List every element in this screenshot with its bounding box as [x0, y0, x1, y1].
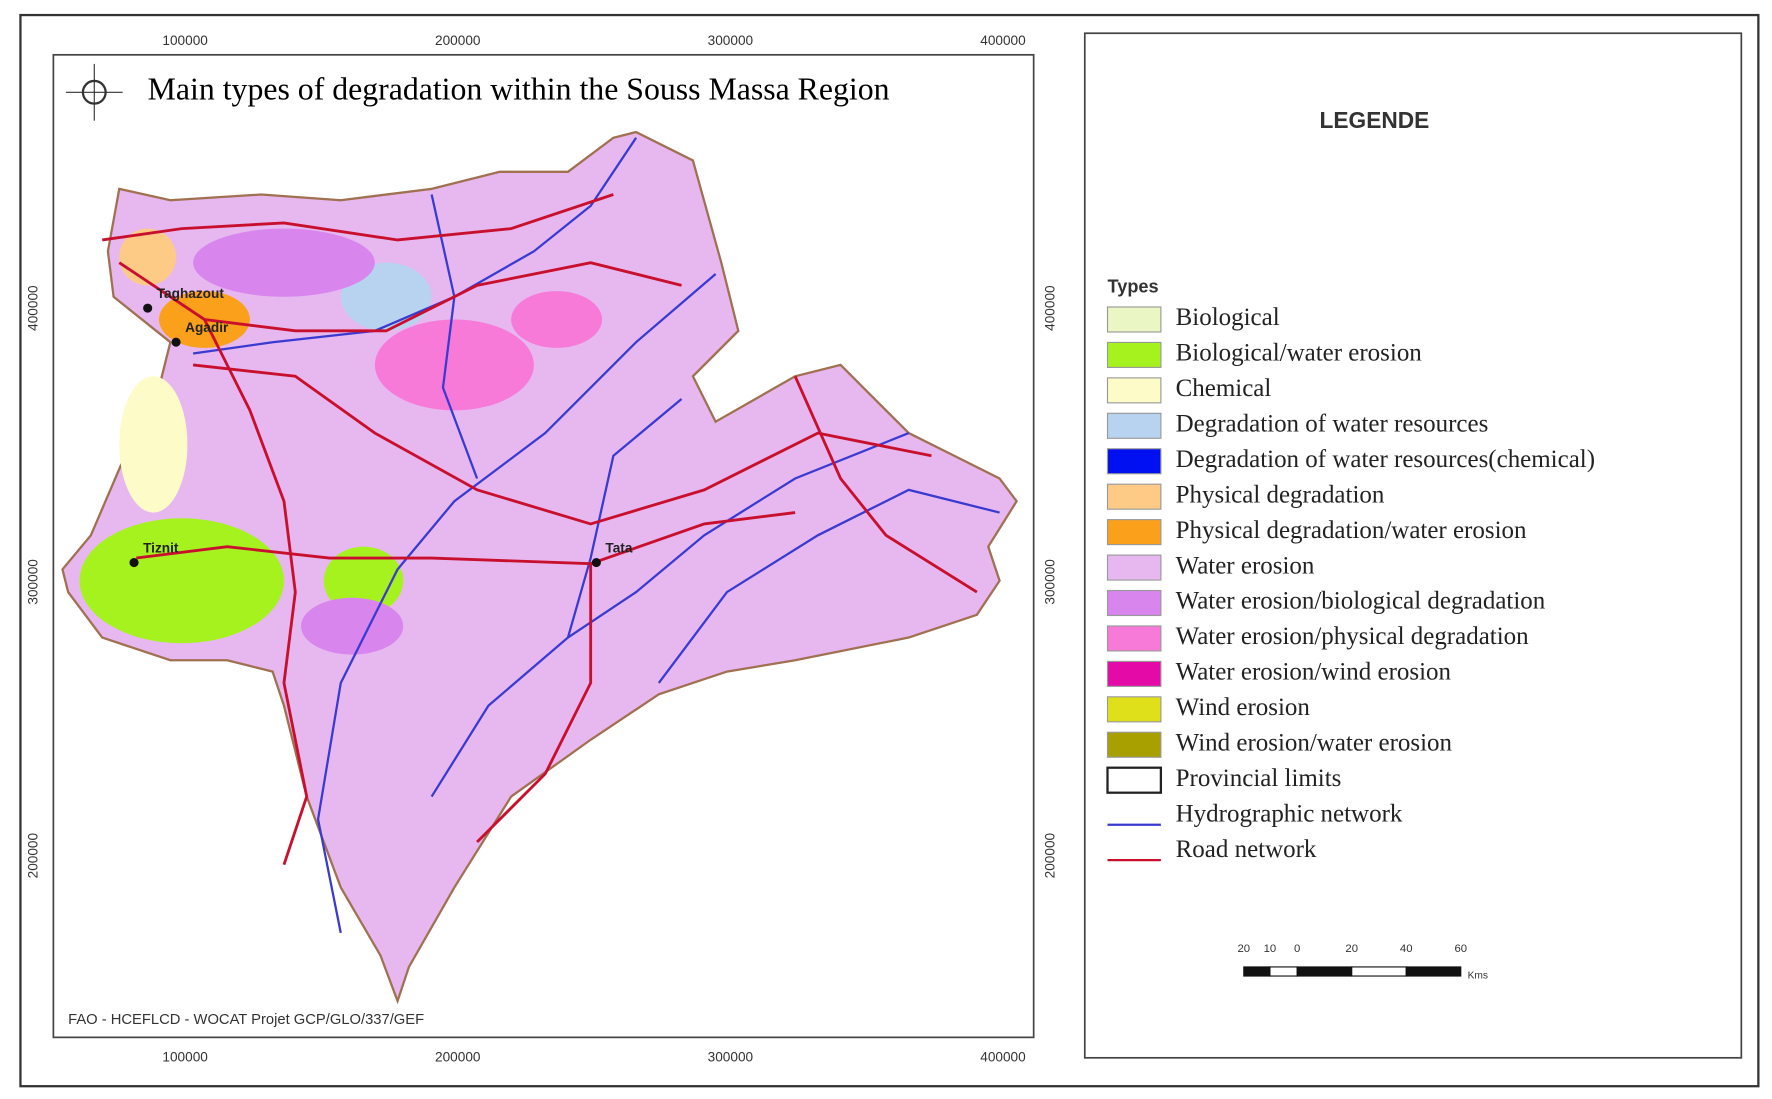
scale-segment: [1269, 966, 1298, 977]
legend-label: Degradation of water resources(chemical): [1176, 446, 1595, 473]
map-title: Main types of degradation within the Sou…: [148, 72, 890, 107]
scale-label: 20: [1237, 943, 1250, 955]
river: [657, 488, 1000, 684]
river: [430, 194, 479, 479]
y-coordinate-label: 200000: [1042, 832, 1057, 878]
x-coordinate-label: 200000: [435, 33, 481, 48]
scale-label: 10: [1264, 943, 1277, 955]
legend-subtitle: Types: [1108, 276, 1159, 296]
road: [793, 375, 978, 594]
place-label: Tiznit: [143, 541, 179, 556]
legend-label: Water erosion/wind erosion: [1176, 659, 1452, 686]
legend-label: Degradation of water resources: [1176, 411, 1489, 438]
x-coordinate-label: 100000: [162, 1049, 208, 1064]
place-label: Taghazout: [157, 286, 225, 301]
y-coordinate-label: 300000: [26, 559, 41, 605]
y-coordinate-label: 400000: [1042, 285, 1057, 331]
places: Taghazout Agadir Tiznit Tata: [129, 286, 633, 568]
north-arrow: [65, 63, 123, 121]
road: [192, 363, 932, 526]
x-coordinate-label: 400000: [980, 1049, 1026, 1064]
scale-segment: [1296, 966, 1353, 977]
legend-label: Biological/water erosion: [1176, 340, 1423, 367]
legend-frame: [1083, 32, 1743, 1059]
x-coordinate-label: 300000: [708, 33, 754, 48]
scale-label: 60: [1454, 943, 1467, 955]
legend-swatch: [1106, 554, 1162, 581]
place-dot: [171, 337, 181, 347]
place-dot: [129, 558, 139, 568]
legend-items: Biological Biological/water erosion Chemic…: [1106, 304, 1595, 863]
legend-label: Water erosion/biological degradation: [1176, 588, 1546, 615]
legend-label: Physical degradation/water erosion: [1176, 517, 1527, 544]
scale-segment: [1243, 966, 1271, 977]
zone-water-resources: [340, 262, 432, 331]
legend-title: LEGENDE: [1320, 107, 1430, 133]
legend-swatch: [1106, 412, 1162, 439]
x-coordinate-label: 200000: [435, 1049, 481, 1064]
x-coordinate-label: 300000: [708, 1049, 754, 1064]
scale-label: 20: [1345, 943, 1358, 955]
road: [476, 563, 593, 843]
road: [203, 318, 309, 866]
legend-label: Physical degradation: [1176, 481, 1385, 508]
zone-water-biological: [193, 228, 375, 297]
place-dot: [591, 558, 601, 568]
scale-unit: Kms: [1468, 971, 1488, 982]
legend-swatch: [1106, 377, 1162, 404]
legend-label: Water erosion: [1176, 552, 1315, 579]
legend-label: Provincial limits: [1176, 765, 1342, 792]
credit: FAO - HCEFLCD - WOCAT Projet GCP/GLO/337…: [68, 1012, 424, 1028]
legend-swatch: [1106, 448, 1162, 475]
place-label: Tata: [605, 541, 632, 556]
legend-label: Road network: [1176, 836, 1317, 863]
legend-swatch: [1106, 589, 1162, 617]
road: [136, 511, 796, 566]
legend-label: Water erosion/physical degradation: [1176, 623, 1529, 650]
legend-swatch: [1106, 483, 1162, 510]
y-coordinate-label: 400000: [26, 285, 41, 331]
zone-water-biological: [301, 597, 404, 655]
place-dot: [143, 303, 153, 313]
zone-water-physical: [374, 319, 534, 411]
x-coordinate-label: 400000: [980, 33, 1026, 48]
scale-label: 40: [1400, 943, 1413, 955]
zone-water-physical: [511, 291, 603, 348]
legend-swatch: [1106, 696, 1162, 723]
legend-swatch: [1106, 625, 1162, 652]
legend-swatch: [1106, 731, 1162, 758]
legend-label: Biological: [1176, 304, 1280, 331]
legend-label: Chemical: [1176, 375, 1272, 402]
place-label: Agadir: [185, 320, 229, 335]
river: [566, 398, 683, 638]
river: [430, 432, 910, 798]
zone-biological-water: [79, 518, 284, 644]
legend-label: Hydrographic network: [1176, 800, 1403, 827]
road: [102, 193, 614, 242]
river: [316, 273, 717, 934]
legend-label: Wind erosion/water erosion: [1176, 729, 1453, 756]
legend-swatch: [1106, 519, 1162, 546]
legend-swatch: [1106, 341, 1162, 368]
y-coordinate-label: 300000: [1042, 559, 1057, 605]
legend-swatch: [1106, 660, 1162, 687]
scale-segment: [1351, 966, 1407, 977]
y-coordinate-label: 200000: [26, 832, 41, 878]
legend-swatch: [1106, 306, 1162, 333]
x-coordinate-label: 100000: [162, 33, 208, 48]
zone-chemical: [119, 376, 188, 513]
legend-label: Wind erosion: [1176, 694, 1311, 721]
scale-label: 0: [1294, 943, 1300, 955]
scale-bar: 20 10 0 20 40 60 Kms: [1237, 943, 1488, 982]
region-shape: [61, 130, 1019, 1005]
coordinate-labels: 100000 100000 200000 200000 300000 300000 4000…: [26, 33, 1058, 1065]
networks: [102, 137, 1000, 934]
scale-segment: [1405, 966, 1462, 977]
legend-swatch: [1106, 766, 1163, 794]
